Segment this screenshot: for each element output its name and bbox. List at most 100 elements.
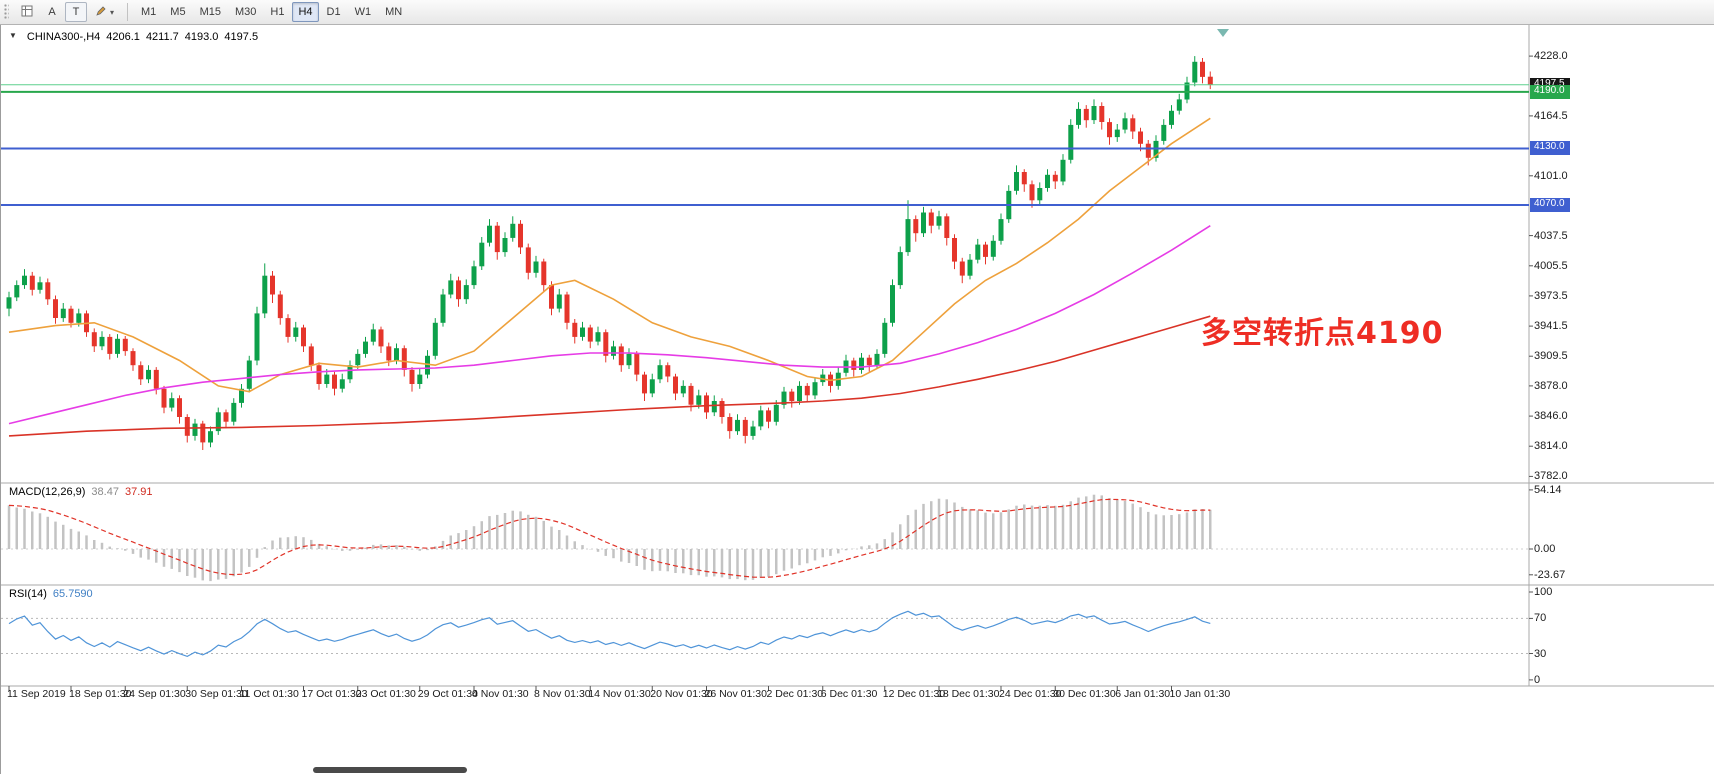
candle-body	[53, 299, 58, 318]
candle-body	[324, 374, 330, 384]
timeframe-m30-button[interactable]: M30	[229, 2, 262, 22]
candle-body	[45, 282, 51, 300]
candle-body	[22, 275, 27, 286]
candle-body	[37, 282, 43, 290]
horizontal-scrollbar-thumb[interactable]	[313, 767, 467, 773]
chart-shift-marker[interactable]	[1217, 29, 1229, 37]
candle-body	[425, 355, 430, 375]
candle-body	[1114, 129, 1120, 138]
candle-body	[882, 322, 888, 354]
candle-body	[983, 244, 988, 257]
timeframe-m5-button[interactable]: M5	[164, 2, 191, 22]
candle-body	[1091, 106, 1097, 121]
timeframe-mn-button[interactable]: MN	[379, 2, 408, 22]
candle-body	[285, 318, 291, 337]
candle-body	[91, 332, 97, 347]
candle-body	[432, 322, 438, 356]
candle-body	[14, 285, 20, 298]
candle-body	[952, 238, 957, 262]
candle-body	[502, 238, 508, 253]
candle-body	[6, 297, 12, 309]
candle-body	[122, 338, 128, 352]
candle-body	[1014, 172, 1019, 191]
rsi-line	[8, 610, 1211, 658]
candle-body	[874, 353, 880, 366]
timeframe-m15-button[interactable]: M15	[194, 2, 227, 22]
rsi-layer	[1, 610, 1529, 658]
toolbar-grip[interactable]	[4, 4, 9, 20]
candle-body	[456, 280, 461, 300]
candle-body	[727, 417, 733, 432]
timeframe-h4-button[interactable]: H4	[292, 2, 319, 22]
symbol-header: ▼ CHINA300-,H4 4206.1 4211.7 4193.0 4197…	[9, 31, 258, 43]
ohlc-open: 4206.1	[106, 31, 140, 43]
candle-body	[851, 360, 857, 370]
candle-body	[440, 294, 446, 323]
candle-body	[1037, 188, 1043, 201]
chart-caret-icon[interactable]: ▼	[9, 31, 17, 40]
symbol-name: CHINA300-,H4	[26, 31, 101, 43]
grid-icon	[21, 5, 33, 20]
candle-body	[479, 242, 485, 267]
candle-body	[1200, 61, 1205, 77]
ohlc-low: 4193.0	[184, 31, 219, 43]
candle-body	[146, 369, 151, 380]
candle-body	[975, 244, 981, 260]
candle-body	[1145, 143, 1151, 158]
candle-body	[1169, 110, 1174, 125]
candle-body	[401, 348, 407, 370]
candle-body	[115, 338, 120, 354]
candle-body	[169, 398, 175, 408]
macd-main-value: 38.47	[91, 486, 119, 498]
timeframe-d1-button[interactable]: D1	[321, 2, 347, 22]
timeframe-w1-button[interactable]: W1	[349, 2, 378, 22]
macd-layer	[1, 494, 1529, 582]
timeframe-m1-button[interactable]: M1	[135, 2, 162, 22]
candle-body	[812, 382, 818, 396]
ohlc-high: 4211.7	[145, 31, 179, 43]
candle-body	[866, 357, 872, 366]
candle-body	[316, 365, 322, 384]
candle-body	[735, 419, 740, 432]
timeframe-h1-button[interactable]: H1	[264, 2, 290, 22]
candle-body	[308, 346, 314, 366]
candle-body	[921, 212, 926, 234]
candle-body	[1207, 76, 1213, 85]
candle-body	[1130, 118, 1136, 132]
grid-tool-button[interactable]	[15, 2, 39, 22]
candle-body	[347, 365, 353, 380]
candle-body	[797, 385, 802, 401]
text-tool-button[interactable]: T	[65, 2, 87, 22]
candle-body	[967, 259, 973, 276]
candle-body	[29, 275, 35, 290]
candle-body	[378, 329, 384, 347]
arrow-text-tool-button[interactable]: A	[41, 2, 63, 22]
candle-body	[719, 401, 725, 417]
macd-signal-line	[8, 498, 1211, 578]
candle-body	[572, 322, 578, 337]
ma-fast-orange	[8, 117, 1211, 393]
candle-body	[905, 219, 911, 253]
candle-body	[1060, 159, 1066, 182]
candle-body	[68, 308, 74, 323]
candle-body	[370, 329, 376, 342]
candle-body	[1021, 172, 1027, 185]
candle-body	[897, 252, 903, 286]
candle-body	[642, 374, 647, 394]
candle-body	[533, 261, 539, 273]
candle-body	[618, 346, 624, 366]
shapes-dropdown-button[interactable]: ▾	[89, 2, 120, 22]
candle-body	[580, 327, 585, 337]
candle-body	[1099, 106, 1105, 122]
candle-body	[60, 308, 66, 319]
candle-body	[231, 402, 237, 422]
candle-body	[634, 353, 640, 375]
candle-body	[448, 280, 454, 295]
rsi-header: RSI(14) 65.7590	[9, 588, 93, 600]
chart-canvas[interactable]	[1, 25, 1714, 774]
candle-body	[510, 223, 516, 238]
candle-body	[184, 417, 190, 436]
candle-body	[611, 346, 616, 356]
candle-body	[890, 285, 895, 323]
